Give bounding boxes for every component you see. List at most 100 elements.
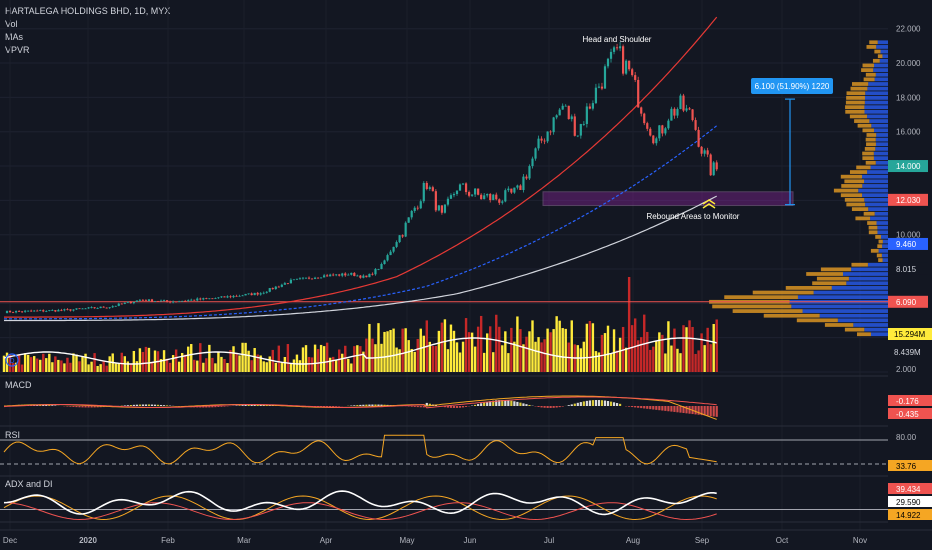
candle-body [126,301,129,303]
candle-body [480,194,483,200]
axis-background [888,0,932,550]
volume-bar [93,353,96,372]
volume-bar [174,349,178,372]
macd-histogram-bar [643,406,646,409]
macd-histogram-bar [132,404,135,406]
candle-body [229,296,232,298]
volume-bar [401,328,404,372]
legend-mas[interactable]: MAs [5,32,23,42]
volume-bar [482,352,486,372]
macd-histogram-bar [383,404,386,406]
candle-body [398,235,401,243]
candle-body [292,279,296,281]
volume-bar [11,363,15,372]
candle-body [18,311,21,312]
volume-bar [640,337,643,372]
candle-body [471,194,474,196]
candle-body [655,138,658,144]
volume-bar [359,346,362,372]
time-tick-label: Feb [161,536,175,545]
adx-di-minus-line [4,502,717,521]
volume-bar [99,364,102,372]
candle-body [625,60,628,74]
vpvr-bar [851,207,869,212]
volume-bar [706,327,709,372]
candle-body [495,194,498,200]
volume-bar [446,349,450,372]
candle-body [42,310,45,312]
volume-bar [552,329,555,372]
rsi-line [3,434,717,465]
volume-bar [519,329,522,372]
candle-body [123,302,126,304]
macd-histogram-bar [144,404,148,406]
macd-histogram-bar [217,406,220,408]
vpvr-bar [844,327,865,332]
macd-histogram-bar [600,400,604,406]
vpvr-bar [863,77,875,82]
candle-body [102,306,105,308]
candle-body [289,279,292,284]
macd-histogram-bar [546,406,549,408]
price-badge-label: 6.090 [896,298,917,307]
volume-bar [33,356,36,372]
legend-vol[interactable]: Vol [5,19,18,29]
volume-bar [676,348,679,372]
macd-histogram-bar [646,406,649,409]
volume-bar [347,358,350,372]
price-badge [888,295,928,308]
candle-body [537,138,540,149]
candle-body [262,292,265,294]
volume-bar [486,333,489,372]
macd-histogram-bar [214,406,217,408]
volume-bar [244,342,247,372]
candle-body [486,193,489,196]
candle-body [434,191,437,211]
candle-body [211,298,214,300]
volume-bar [84,353,87,372]
candle-body [141,299,145,301]
candle-body [283,283,286,285]
volume-bar [153,350,157,372]
volume-bar [712,323,715,372]
volume-bar [473,346,477,372]
price-axis[interactable]: 22.000 20.000 18.000 16.000 14.000 12.030 10.0… [888,0,932,550]
candle-body [172,301,175,303]
macd-histogram-bar [93,406,96,408]
vpvr-bar [864,100,888,105]
candle-body [585,106,588,124]
macd-histogram-bar [637,406,640,408]
vpvr-bar [851,262,868,267]
time-axis[interactable]: Dec 2020 Feb Mar Apr May Jun Jul Aug Sep Oct Nov [0,529,932,550]
vpvr-bar [868,207,888,212]
macd-histogram-bar [75,406,78,408]
volume-bar [144,346,148,372]
macd-histogram-bar [543,406,546,408]
vpvr-bar [843,272,888,276]
candle-body [298,278,302,280]
macd-histogram-bar [410,406,413,407]
candle-body [715,162,718,170]
volume-bar [265,362,268,372]
macd-histogram-bar [153,404,157,406]
volume-bar [437,330,441,372]
vpvr-bar [875,72,888,77]
volume-bar [534,341,537,372]
macd-histogram-bar [48,405,51,406]
macd-histogram-bar [634,406,637,408]
rsi-pane: RSI [0,430,888,465]
candle-body [244,293,247,296]
candle-body [464,183,468,193]
volume-bar [353,346,356,372]
legend-vpvr[interactable]: VPVR [5,45,30,55]
volume-bar [615,350,619,372]
candle-body [30,310,33,312]
volume-bar [455,342,459,372]
volume-badge-label: 8.439M [894,348,921,357]
vpvr-bar [864,327,888,332]
macd-histogram-bar [422,406,425,408]
vpvr-bar [878,248,888,253]
candle-body [356,275,359,277]
candle-body [564,105,567,107]
